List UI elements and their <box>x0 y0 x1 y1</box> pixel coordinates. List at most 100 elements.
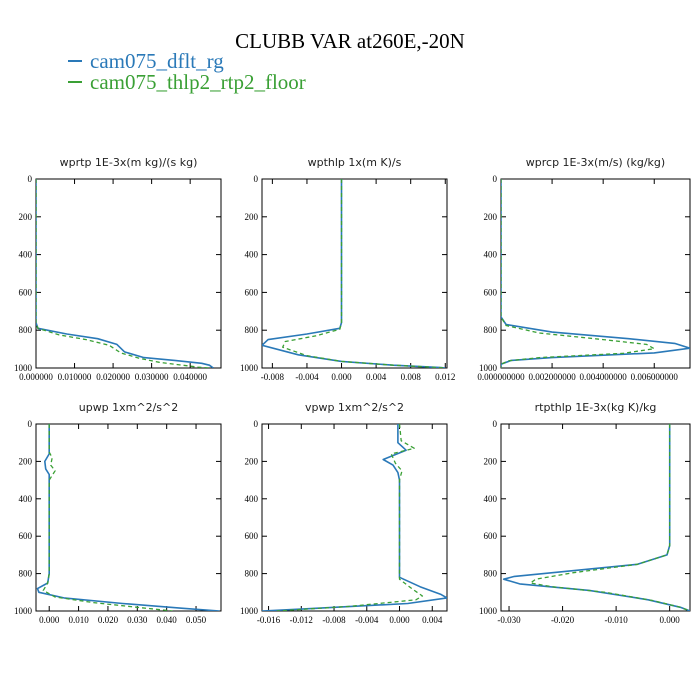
x-tick-label: -0.004 <box>355 615 379 625</box>
series-line-1 <box>501 179 655 368</box>
series-line-1 <box>276 424 424 611</box>
x-tick-label: -0.008 <box>322 615 346 625</box>
y-tick-label: 800 <box>484 569 498 579</box>
plot-frame <box>261 423 448 612</box>
y-tick-label: 600 <box>245 287 259 297</box>
panel-2: wprcp 1E-3x(m/s) (kg/kg) 0 200 400 600 800 100… <box>477 156 691 382</box>
y-tick-label: 200 <box>19 456 33 466</box>
x-tick-label: 0.010 <box>68 615 89 625</box>
panel-title: upwp 1xm^2/s^2 <box>79 401 179 414</box>
series-line-1 <box>282 179 446 368</box>
x-tick-label: -0.004 <box>295 372 319 382</box>
panel-title: wpthlp 1x(m K)/s <box>308 156 402 169</box>
x-tick-label: 0.006000000 <box>631 372 679 382</box>
x-tick-label: -0.020 <box>551 615 575 625</box>
y-tick-label: 0 <box>28 174 33 184</box>
panel-title: wprcp 1E-3x(m/s) (kg/kg) <box>526 156 665 169</box>
y-tick-label: 0 <box>493 419 498 429</box>
y-tick-label: 800 <box>245 325 259 335</box>
x-tick-label: 0.004000000 <box>580 372 628 382</box>
series-line-0 <box>36 179 214 368</box>
y-tick-label: 1000 <box>14 363 33 373</box>
y-tick-label: 200 <box>484 212 498 222</box>
legend-label-1: cam075_thlp2_rtp2_floor <box>90 70 306 94</box>
y-tick-label: 400 <box>484 494 498 504</box>
series-line-1 <box>529 424 690 611</box>
y-tick-label: 0 <box>254 419 259 429</box>
x-tick-label: 0.004 <box>422 615 443 625</box>
legend: cam075_dflt_rg cam075_thlp2_rtp2_floor <box>68 49 306 94</box>
panel-5: rtpthlp 1E-3x(kg K)/kg02004006008001000-… <box>479 401 691 625</box>
y-tick-label: 1000 <box>240 606 259 616</box>
plot-frame <box>261 178 448 369</box>
y-tick-label: 1000 <box>14 606 33 616</box>
y-tick-label: 1000 <box>240 363 259 373</box>
y-tick-label: 600 <box>484 531 498 541</box>
x-tick-label: 0.000 <box>39 615 60 625</box>
x-tick-label: 0.000 <box>660 615 681 625</box>
y-tick-label: 400 <box>245 494 259 504</box>
x-tick-label: 0.040 <box>157 615 178 625</box>
series-line-0 <box>262 179 446 368</box>
x-tick-label: -0.016 <box>257 615 281 625</box>
x-tick-label: 0.012 <box>435 372 455 382</box>
y-tick-label: 1000 <box>479 606 498 616</box>
y-tick-label: 0 <box>493 174 498 184</box>
x-tick-label: 0.040000 <box>173 372 207 382</box>
y-tick-label: 400 <box>245 250 259 260</box>
panel-4: vpwp 1xm^2/s^2 0 200 400 600 800 1000-0.016 -0.… <box>240 401 448 625</box>
legend-label-0: cam075_dflt_rg <box>90 49 224 73</box>
series-line-0 <box>36 424 220 611</box>
y-tick-label: 0 <box>254 174 259 184</box>
x-tick-label: -0.008 <box>261 372 285 382</box>
x-tick-label: 0.000 <box>331 372 352 382</box>
plot-frame <box>500 178 691 369</box>
y-tick-label: 800 <box>19 569 33 579</box>
y-tick-label: 600 <box>19 287 33 297</box>
y-tick-label: 200 <box>245 212 259 222</box>
y-tick-label: 200 <box>484 456 498 466</box>
x-tick-label: 0.008 <box>401 372 422 382</box>
x-tick-label: 0.030000 <box>135 372 169 382</box>
panel-1: wpthlp 1x(m K)/s 0 200 400 600 800 1000-0.008-… <box>240 156 455 382</box>
x-tick-label: -0.010 <box>604 615 628 625</box>
panel-title: rtpthlp 1E-3x(kg K)/kg <box>535 401 657 414</box>
series-line-0 <box>262 424 447 611</box>
x-tick-label: 0.000000000 <box>477 372 525 382</box>
y-tick-label: 600 <box>19 531 33 541</box>
y-tick-label: 800 <box>484 325 498 335</box>
x-tick-label: 0.010000 <box>58 372 92 382</box>
x-tick-label: 0.002000000 <box>528 372 576 382</box>
x-tick-label: 0.000 <box>389 615 410 625</box>
panel-title: wprtp 1E-3x(m kg)/(s kg) <box>60 156 198 169</box>
plot-frame <box>35 423 222 612</box>
x-tick-label: 0.020 <box>98 615 119 625</box>
panels: wprtp 1E-3x(m kg)/(s kg) 0 200 400 600 800 100… <box>14 156 691 625</box>
panel-0: wprtp 1E-3x(m kg)/(s kg) 0 200 400 600 800 100… <box>14 156 222 382</box>
x-tick-label: 0.030 <box>127 615 148 625</box>
y-tick-label: 600 <box>245 531 259 541</box>
y-tick-label: 400 <box>19 494 33 504</box>
y-tick-label: 1000 <box>479 363 498 373</box>
y-tick-label: 400 <box>19 250 33 260</box>
x-tick-label: -0.030 <box>497 615 521 625</box>
x-tick-label: 0.020000 <box>96 372 130 382</box>
y-tick-label: 800 <box>19 325 33 335</box>
x-tick-label: -0.012 <box>290 615 313 625</box>
figure-title: CLUBB VAR at260E,-20N <box>235 29 465 53</box>
y-tick-label: 600 <box>484 287 498 297</box>
series-line-0 <box>502 424 690 611</box>
y-tick-label: 200 <box>245 456 259 466</box>
y-tick-label: 0 <box>28 419 33 429</box>
series-line-1 <box>36 179 210 368</box>
y-tick-label: 800 <box>245 569 259 579</box>
y-tick-label: 200 <box>19 212 33 222</box>
panel-title: vpwp 1xm^2/s^2 <box>305 401 404 414</box>
plot-frame <box>500 423 691 612</box>
series-line-1 <box>42 424 173 611</box>
panel-3: upwp 1xm^2/s^2 0 200 400 600 800 1000 0.000 0.01… <box>14 401 222 625</box>
x-tick-label: 0.004 <box>366 372 387 382</box>
y-tick-label: 400 <box>484 250 498 260</box>
x-tick-label: 0.000000 <box>19 372 53 382</box>
